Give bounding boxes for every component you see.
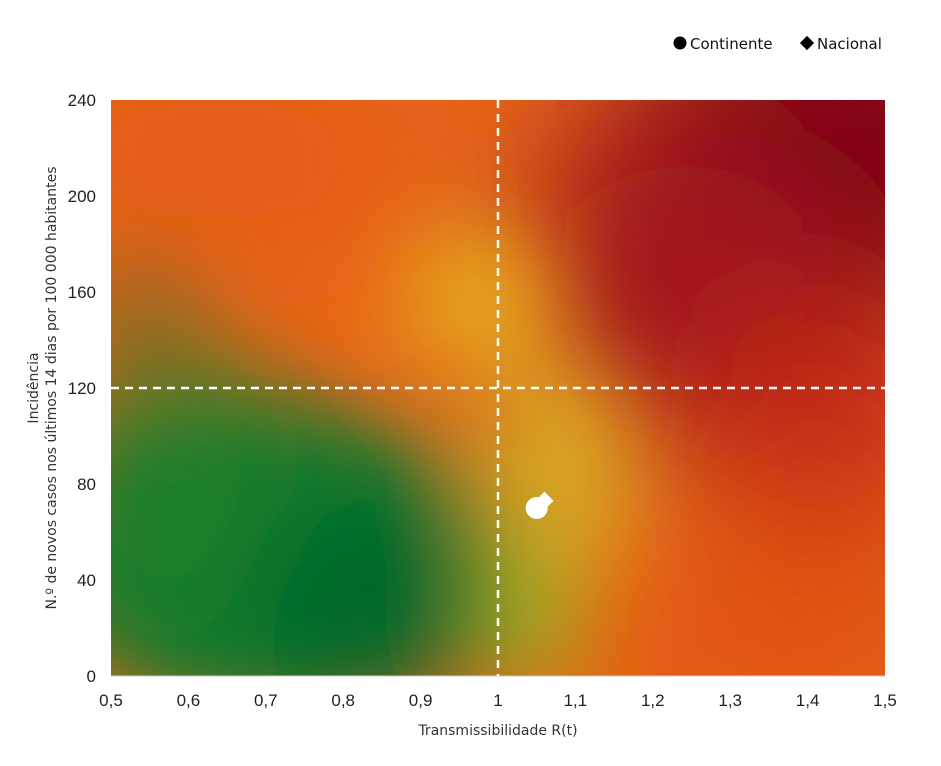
x-tick-labels: 0,5 0,6 0,7 0,8 0,9 1 1,1 1,2 1,3 1,4 1,5 (99, 691, 897, 710)
x-tick-label: 0,6 (177, 691, 201, 710)
legend-marker-continente (673, 36, 687, 50)
x-tick-label: 1 (493, 691, 502, 710)
x-tick-label: 1,3 (718, 691, 742, 710)
x-tick-label: 1,2 (641, 691, 665, 710)
data-points (525, 491, 554, 519)
point-continente (525, 497, 548, 519)
x-tick-label: 0,8 (331, 691, 355, 710)
y-tick-label: 0 (87, 667, 96, 686)
legend: Continente Nacional (673, 35, 882, 53)
legend-label-nacional: Nacional (817, 35, 882, 53)
y-tick-label: 200 (68, 187, 96, 206)
x-tick-label: 1,4 (796, 691, 820, 710)
y-axis-title-line2: N.º de novos casos nos últimos 14 dias p… (44, 166, 60, 609)
x-tick-label: 0,7 (254, 691, 278, 710)
x-tick-label: 1,5 (873, 691, 897, 710)
x-tick-label: 0,5 (99, 691, 123, 710)
y-tick-label: 160 (68, 283, 96, 302)
legend-label-continente: Continente (690, 35, 773, 53)
heatmap-background (111, 100, 885, 676)
y-tick-labels: 0 40 80 120 160 200 240 (68, 91, 96, 686)
y-axis-title-line1: Incidência (26, 352, 42, 423)
x-axis-title: Transmissibilidade R(t) (417, 723, 577, 739)
legend-marker-nacional (799, 35, 815, 51)
y-tick-label: 120 (68, 379, 96, 398)
x-tick-label: 0,9 (409, 691, 433, 710)
y-tick-label: 80 (77, 475, 96, 494)
y-tick-label: 240 (68, 91, 96, 110)
y-tick-label: 40 (77, 571, 96, 590)
x-tick-label: 1,1 (564, 691, 588, 710)
